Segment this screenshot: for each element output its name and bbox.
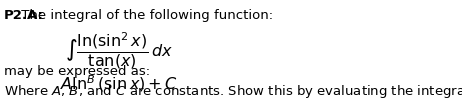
Text: may be expressed as:: may be expressed as: [4, 65, 150, 78]
Text: The integral of the following function:: The integral of the following function: [17, 9, 273, 22]
Text: Where $A$, $B$, and $C$ are constants. Show this by evaluating the integral and : Where $A$, $B$, and $C$ are constants. S… [4, 83, 462, 100]
Text: $\int \dfrac{\ln(\sin^2 x)}{\tan(x)}\,dx$: $\int \dfrac{\ln(\sin^2 x)}{\tan(x)}\,dx… [65, 30, 172, 71]
Text: $A\ln^B(\sin x) + C$: $A\ln^B(\sin x) + C$ [60, 73, 177, 94]
Text: P2.A:: P2.A: [4, 9, 43, 22]
